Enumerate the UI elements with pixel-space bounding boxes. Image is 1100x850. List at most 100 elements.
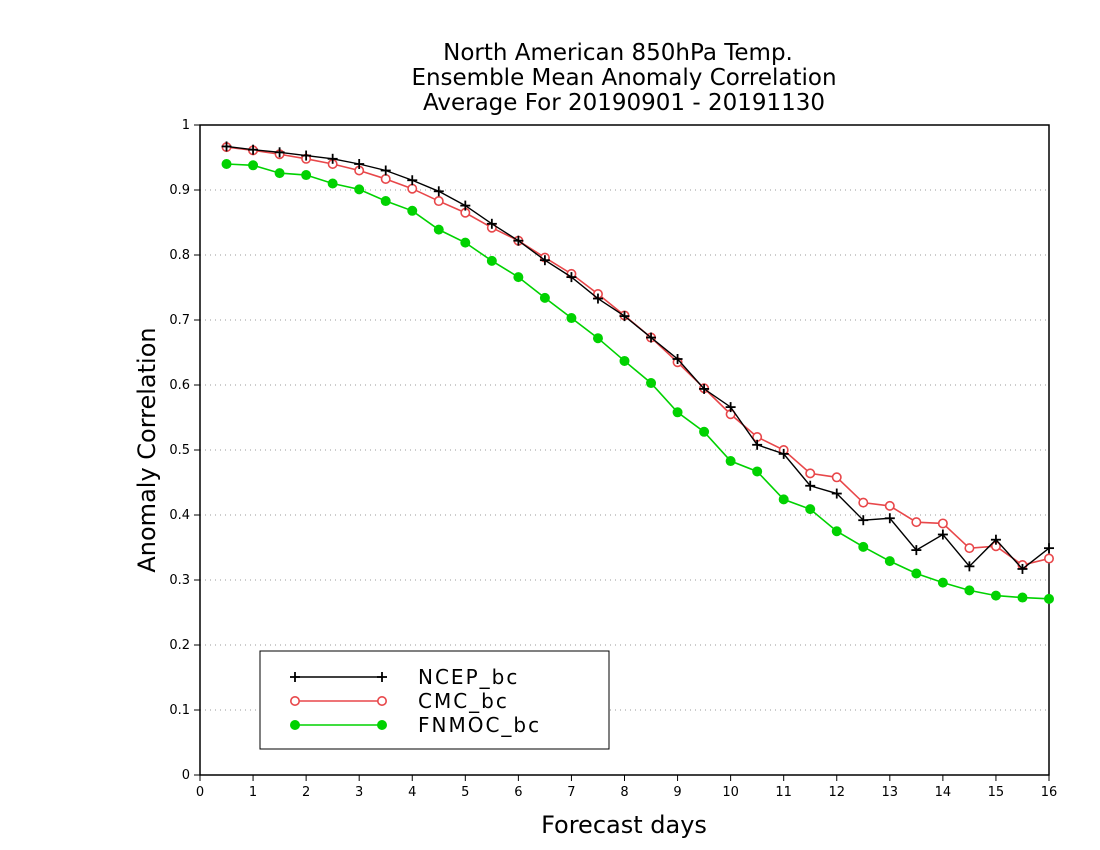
- data-point-ncep-bc: [327, 153, 338, 164]
- x-tick-label: 3: [355, 785, 363, 800]
- y-gridlines: [200, 189, 1049, 711]
- data-point-fnmoc-bc: [672, 407, 683, 418]
- legend-marker-ncep-bc: [290, 672, 300, 682]
- data-point-ncep-bc: [486, 218, 497, 229]
- data-point-cmc-bc: [380, 173, 391, 184]
- data-point-ncep-bc: [619, 311, 630, 322]
- data-point-fnmoc-bc: [964, 585, 975, 596]
- data-point-ncep-bc: [354, 159, 365, 169]
- x-tick-label: 16: [1041, 785, 1058, 800]
- legend-marker-cmc-bc: [376, 695, 387, 706]
- chart-title-line-1: North American 850hPa Temp.: [443, 40, 793, 66]
- data-point-cmc-bc: [858, 497, 869, 508]
- data-point-cmc-bc: [937, 518, 948, 529]
- data-point-cmc-bc: [805, 468, 816, 479]
- x-tick-labels: 0 1 2 3 4 5 6 7 8 9 10 11 12 13 14 15 16: [196, 785, 1057, 800]
- data-point-fnmoc-bc: [831, 526, 842, 537]
- data-point-fnmoc-bc: [937, 577, 948, 588]
- data-point-fnmoc-bc: [619, 355, 630, 366]
- data-point-cmc-bc: [884, 500, 895, 511]
- data-point-ncep-bc: [858, 515, 869, 526]
- data-point-fnmoc-bc: [380, 196, 391, 207]
- x-tick-label: 1: [249, 785, 257, 800]
- y-tick-label: 0.4: [169, 508, 190, 523]
- legend-label-fnmoc-bc: FNMOC_bc: [418, 713, 541, 737]
- plot-frame: [199, 124, 1050, 776]
- data-point-fnmoc-bc: [301, 170, 312, 181]
- y-tick-label: 0.6: [169, 378, 190, 393]
- data-point-ncep-bc: [964, 561, 975, 572]
- data-point-cmc-bc: [433, 196, 444, 207]
- data-point-cmc-bc: [407, 183, 418, 194]
- data-point-ncep-bc: [911, 545, 922, 556]
- legend-marker-fnmoc-bc: [377, 720, 387, 730]
- data-point-cmc-bc: [911, 517, 922, 528]
- data-point-ncep-bc: [221, 141, 232, 152]
- y-tick-labels: 0 0.1 0.2 0.3 0.4 0.5 0.6 0.7 0.8 0.9 1: [169, 118, 190, 783]
- data-point-cmc-bc: [1044, 553, 1055, 564]
- chart-title: North American 850hPa Temp. Ensemble Mea…: [411, 40, 836, 116]
- data-point-ncep-bc: [592, 293, 603, 304]
- data-point-fnmoc-bc: [752, 466, 763, 477]
- x-axis-title: Forecast days: [541, 811, 707, 839]
- data-point-fnmoc-bc: [1017, 592, 1028, 603]
- x-tick-label: 6: [514, 785, 522, 800]
- legend-marker-fnmoc-bc: [290, 720, 300, 730]
- data-point-fnmoc-bc: [221, 159, 232, 169]
- data-point-ncep-bc: [248, 144, 259, 155]
- legend-box: [259, 650, 610, 750]
- data-point-fnmoc-bc: [327, 178, 338, 189]
- legend-item-cmc-bc: CMC_bc: [289, 689, 509, 713]
- data-point-ncep-bc: [937, 529, 948, 540]
- series-line-ncep-bc: [226, 145, 1050, 570]
- data-point-fnmoc-bc: [513, 272, 524, 283]
- series-cmc-bc: [221, 142, 1055, 571]
- x-tick-label: 8: [620, 785, 628, 800]
- data-point-ncep-bc: [1044, 543, 1054, 554]
- data-point-fnmoc-bc: [407, 205, 418, 216]
- x-tick-label: 11: [775, 785, 792, 800]
- data-point-fnmoc-bc: [646, 378, 657, 389]
- data-point-ncep-bc: [301, 150, 312, 161]
- data-point-ncep-bc: [990, 534, 1001, 545]
- data-point-ncep-bc: [433, 186, 444, 197]
- legend-item-ncep-bc: NCEP_bc: [290, 665, 519, 689]
- data-point-fnmoc-bc: [274, 168, 285, 179]
- y-tick-label: 0.3: [169, 573, 190, 588]
- data-point-fnmoc-bc: [539, 292, 550, 303]
- data-point-ncep-bc: [699, 383, 710, 394]
- data-point-cmc-bc: [964, 543, 975, 554]
- data-point-fnmoc-bc: [460, 237, 471, 248]
- data-point-ncep-bc: [672, 354, 683, 364]
- x-tick-label: 10: [722, 785, 739, 800]
- data-point-fnmoc-bc: [858, 541, 869, 552]
- data-point-ncep-bc: [805, 480, 816, 491]
- y-tick-label: 0.2: [169, 638, 190, 653]
- axis-ticks: [194, 124, 1050, 781]
- data-point-ncep-bc: [460, 200, 471, 211]
- y-tick-label: 0.1: [169, 703, 190, 718]
- series-ncep-bc: [221, 141, 1054, 574]
- legend-marker-cmc-bc: [289, 695, 300, 706]
- y-tick-label: 0.9: [169, 183, 190, 198]
- data-point-fnmoc-bc: [805, 504, 816, 515]
- data-point-fnmoc-bc: [248, 160, 259, 171]
- x-tick-label: 7: [567, 785, 575, 800]
- x-tick-label: 12: [828, 785, 845, 800]
- legend-label-cmc-bc: CMC_bc: [418, 689, 509, 713]
- legend-label-ncep-bc: NCEP_bc: [418, 665, 519, 689]
- series-line-cmc-bc: [226, 146, 1050, 566]
- data-point-ncep-bc: [646, 332, 657, 343]
- data-point-fnmoc-bc: [592, 333, 603, 344]
- data-point-cmc-bc: [831, 472, 842, 483]
- x-tick-label: 15: [988, 785, 1005, 800]
- x-tick-label: 5: [461, 785, 469, 800]
- data-point-ncep-bc: [407, 175, 418, 186]
- chart-title-line-3: Average For 20190901 - 20191130: [423, 90, 825, 116]
- x-tick-label: 2: [302, 785, 310, 800]
- data-point-fnmoc-bc: [433, 224, 444, 235]
- data-point-ncep-bc: [539, 255, 550, 266]
- data-point-fnmoc-bc: [1044, 593, 1054, 604]
